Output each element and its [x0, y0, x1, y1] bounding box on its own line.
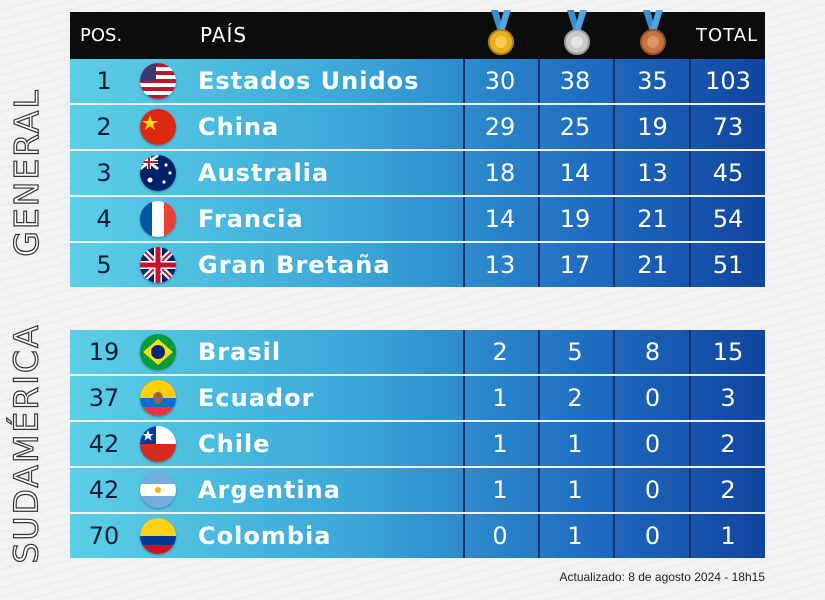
- bronze-count: 0: [644, 522, 661, 550]
- country-name: Argentina: [198, 476, 341, 504]
- silver-count: 5: [567, 338, 583, 366]
- position: 3: [96, 159, 112, 187]
- gold-count: 1: [492, 430, 508, 458]
- france-flag-icon: [140, 201, 176, 237]
- country-name: Brasil: [198, 338, 282, 366]
- total-count: 45: [712, 159, 744, 187]
- position: 37: [88, 384, 120, 412]
- bronze-count: 8: [644, 338, 661, 366]
- country-name: Estados Unidos: [198, 67, 420, 95]
- country-name: Gran Bretaña: [198, 251, 391, 279]
- general-table: 1 Estados Unidos 30 38 35 103 2 China 29: [70, 59, 765, 289]
- country-name: Colombia: [198, 522, 332, 550]
- gold-count: 30: [484, 67, 516, 95]
- total-count: 3: [720, 384, 736, 412]
- gold-count: 0: [492, 522, 508, 550]
- total-column-header: TOTAL: [696, 25, 759, 46]
- total-count: 2: [720, 476, 736, 504]
- gold-count: 29: [484, 113, 516, 141]
- position: 5: [96, 251, 112, 279]
- chile-flag-icon: [140, 426, 176, 462]
- bronze-count: 19: [637, 113, 668, 141]
- ecuador-flag-icon: [140, 380, 176, 416]
- table-row: 1 Estados Unidos 30 38 35 103: [70, 59, 765, 103]
- section-label-sudamerica: SUDAMÉRICA: [6, 322, 46, 563]
- bronze-count: 21: [637, 205, 668, 233]
- silver-count: 2: [567, 384, 583, 412]
- table-row: 70 Colombia 0 1 0 1: [70, 514, 765, 558]
- china-flag-icon: [140, 109, 176, 145]
- gold-count: 1: [492, 476, 508, 504]
- position: 19: [88, 338, 120, 366]
- silver-count: 19: [559, 205, 591, 233]
- section-label-general: GENERAL: [6, 60, 46, 285]
- silver-count: 1: [567, 476, 583, 504]
- update-timestamp: Actualizado: 8 de agosto 2024 - 18h15: [559, 570, 766, 584]
- table-row: 3 Australia 18 14 13 45: [70, 151, 765, 195]
- bronze-count: 13: [637, 159, 668, 187]
- table-row: 19 Brasil 2 5 8 15: [70, 330, 765, 374]
- gold-medal-icon: [488, 10, 514, 55]
- silver-count: 1: [567, 522, 583, 550]
- bronze-count: 0: [644, 430, 661, 458]
- country-name: China: [198, 113, 280, 141]
- table-row: 42 Chile 1 1 0 2: [70, 422, 765, 466]
- table-row: 42 Argentina 1 1 0 2: [70, 468, 765, 512]
- gold-count: 18: [484, 159, 516, 187]
- bronze-count: 0: [644, 476, 661, 504]
- bronze-medal-icon: [640, 10, 666, 55]
- silver-medal-icon: [564, 10, 590, 55]
- country-name: Francia: [198, 205, 304, 233]
- total-count: 51: [712, 251, 744, 279]
- position: 42: [88, 476, 120, 504]
- position: 4: [96, 205, 112, 233]
- country-column-header: PAÍS: [200, 23, 248, 47]
- country-name: Chile: [198, 430, 271, 458]
- sudamerica-table: 19 Brasil 2 5 8 15 37 Ecuador 1 2 0 3: [70, 330, 765, 560]
- total-count: 15: [712, 338, 744, 366]
- silver-count: 38: [559, 67, 591, 95]
- brazil-flag-icon: [140, 334, 176, 370]
- silver-count: 25: [559, 113, 591, 141]
- total-count: 103: [705, 67, 751, 95]
- table-row: 2 China 29 25 19 73: [70, 105, 765, 149]
- australia-flag-icon: [140, 155, 176, 191]
- uk-flag-icon: [140, 247, 176, 283]
- gold-count: 13: [484, 251, 516, 279]
- country-name: Ecuador: [198, 384, 315, 412]
- silver-count: 1: [567, 430, 583, 458]
- position: 42: [88, 430, 120, 458]
- gold-count: 1: [492, 384, 508, 412]
- total-count: 54: [712, 205, 744, 233]
- pos-column-header: POS.: [80, 25, 123, 46]
- colombia-flag-icon: [140, 518, 176, 554]
- total-count: 1: [720, 522, 736, 550]
- total-count: 73: [712, 113, 744, 141]
- bronze-count: 0: [644, 384, 661, 412]
- table-row: 4 Francia 14 19 21 54: [70, 197, 765, 241]
- table-row: 37 Ecuador 1 2 0 3: [70, 376, 765, 420]
- bronze-count: 35: [637, 67, 668, 95]
- section-label-general-text: GENERAL: [6, 88, 46, 258]
- country-name: Australia: [198, 159, 330, 187]
- table-row: 5 Gran Bretaña 13 17 21 51: [70, 243, 765, 287]
- argentina-flag-icon: [140, 472, 176, 508]
- usa-flag-icon: [140, 63, 176, 99]
- total-count: 2: [720, 430, 736, 458]
- silver-count: 17: [559, 251, 591, 279]
- silver-count: 14: [559, 159, 591, 187]
- bronze-count: 21: [637, 251, 668, 279]
- gold-count: 2: [492, 338, 508, 366]
- position: 1: [96, 67, 112, 95]
- section-label-sudamerica-text: SUDAMÉRICA: [6, 322, 46, 564]
- position: 2: [96, 113, 112, 141]
- gold-count: 14: [484, 205, 516, 233]
- position: 70: [88, 522, 120, 550]
